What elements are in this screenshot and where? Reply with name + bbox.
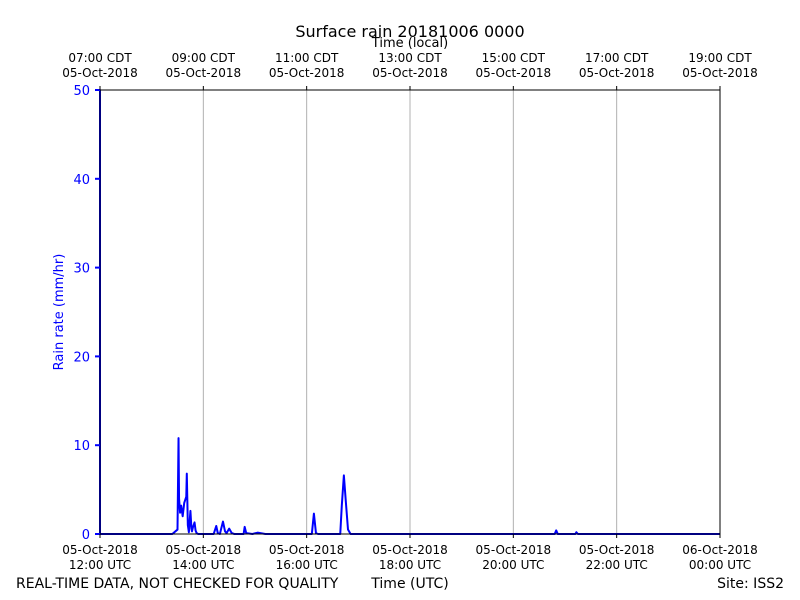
x-tick-label-utc-time: 18:00 UTC: [379, 558, 441, 572]
x-tick-label-utc-time: 20:00 UTC: [482, 558, 544, 572]
x-tick-label-local-time: 13:00 CDT: [378, 51, 442, 65]
x-tick-label-local-time: 15:00 CDT: [482, 51, 546, 65]
x-tick-label-utc-time: 14:00 UTC: [172, 558, 234, 572]
x-tick-label-local-date: 05-Oct-2018: [62, 66, 138, 80]
y-tick-label: 50: [73, 84, 90, 99]
y-tick-label: 0: [82, 528, 90, 543]
x-axis-label: Time (UTC): [370, 576, 448, 592]
top-axis-label: Time (local): [371, 36, 448, 51]
x-tick-label-utc-date: 05-Oct-2018: [62, 543, 138, 557]
quality-disclaimer: REAL-TIME DATA, NOT CHECKED FOR QUALITY: [16, 576, 339, 592]
x-tick-label-utc-date: 05-Oct-2018: [372, 543, 448, 557]
x-tick-label-local-time: 19:00 CDT: [688, 51, 752, 65]
x-tick-label-local-date: 05-Oct-2018: [682, 66, 758, 80]
x-tick-label-local-time: 09:00 CDT: [172, 51, 236, 65]
y-tick-label: 40: [73, 173, 90, 188]
y-tick-label: 20: [73, 350, 90, 365]
chart-title: Surface rain 20181006 0000: [295, 22, 524, 41]
x-tick-label-utc-time: 00:00 UTC: [689, 558, 751, 572]
rain-rate-series-line: [99, 89, 720, 535]
x-tick-label-utc-date: 06-Oct-2018: [682, 543, 758, 557]
x-tick-label-utc-date: 05-Oct-2018: [579, 543, 655, 557]
x-tick-label-utc-date: 05-Oct-2018: [269, 543, 345, 557]
x-tick-label-utc-date: 05-Oct-2018: [166, 543, 242, 557]
site-label: Site: ISS2: [717, 576, 784, 592]
x-tick-label-local-time: 17:00 CDT: [585, 51, 649, 65]
x-tick-label-local-date: 05-Oct-2018: [166, 66, 242, 80]
x-tick-label-local-date: 05-Oct-2018: [476, 66, 552, 80]
y-axis: 0 10 20 30 40 50: [73, 84, 100, 543]
x-tick-label-local-date: 05-Oct-2018: [372, 66, 448, 80]
x-tick-label-local-time: 11:00 CDT: [275, 51, 339, 65]
y-tick-label: 30: [73, 262, 90, 277]
x-tick-label-local-time: 07:00 CDT: [68, 51, 132, 65]
y-tick-label: 10: [73, 439, 90, 454]
x-tick-label-local-date: 05-Oct-2018: [579, 66, 655, 80]
y-axis-label: Rain rate (mm/hr): [52, 254, 67, 371]
x-tick-label-utc-date: 05-Oct-2018: [476, 543, 552, 557]
x-tick-label-utc-time: 16:00 UTC: [276, 558, 338, 572]
x-tick-label-local-date: 05-Oct-2018: [269, 66, 345, 80]
gridlines: [202, 90, 618, 534]
series-layer: [99, 89, 720, 535]
x-tick-label-utc-time: 12:00 UTC: [69, 558, 131, 572]
x-tick-label-utc-time: 22:00 UTC: [586, 558, 648, 572]
